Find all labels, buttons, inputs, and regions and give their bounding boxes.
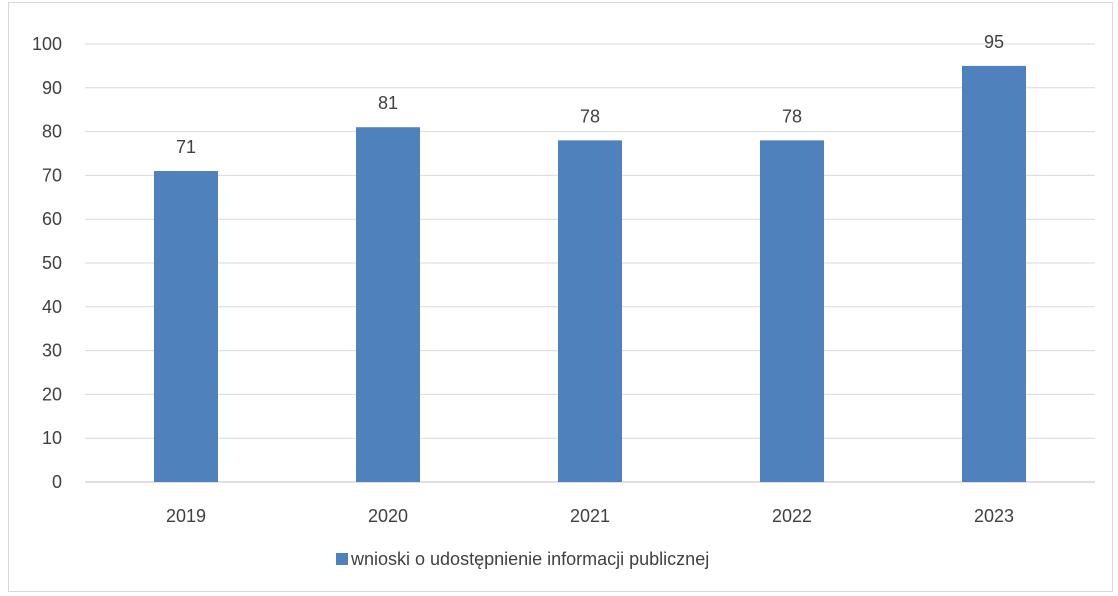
x-tick-label: 2020 (368, 506, 408, 526)
bar-2019 (154, 171, 218, 482)
data-label-2022: 78 (782, 106, 802, 126)
y-tick-label: 100 (32, 34, 62, 54)
x-tick-label: 2023 (974, 506, 1014, 526)
legend-swatch (336, 553, 348, 565)
y-tick-label: 80 (42, 122, 62, 142)
x-tick-label: 2019 (166, 506, 206, 526)
x-tick-label: 2021 (570, 506, 610, 526)
bar-2021 (558, 140, 622, 483)
legend: wnioski o udostępnienie informacji publi… (336, 549, 709, 569)
bar-2022 (760, 140, 824, 483)
bar-2020 (356, 127, 420, 482)
axes: 0 10 20 30 40 50 60 70 80 90 100 2019 2020 2021 2022 20… (32, 34, 1095, 526)
y-tick-label: 10 (42, 428, 62, 448)
legend-label: wnioski o udostępnienie informacji publi… (350, 549, 709, 569)
y-tick-label: 90 (42, 78, 62, 98)
data-label-2019: 71 (176, 137, 196, 157)
x-tick-label: 2022 (772, 506, 812, 526)
y-tick-label: 40 (42, 297, 62, 317)
y-tick-label: 0 (52, 472, 62, 492)
y-tick-label: 20 (42, 384, 62, 404)
data-labels: 71 81 78 78 95 (176, 32, 1004, 157)
data-label-2023: 95 (984, 32, 1004, 52)
y-tick-label: 50 (42, 253, 62, 273)
data-label-2021: 78 (580, 106, 600, 126)
gridlines (85, 43, 1095, 439)
bars (154, 65, 1026, 483)
y-tick-label: 70 (42, 165, 62, 185)
bar-2023 (962, 65, 1026, 483)
data-label-2020: 81 (378, 93, 398, 113)
y-tick-label: 60 (42, 209, 62, 229)
y-tick-label: 30 (42, 341, 62, 361)
